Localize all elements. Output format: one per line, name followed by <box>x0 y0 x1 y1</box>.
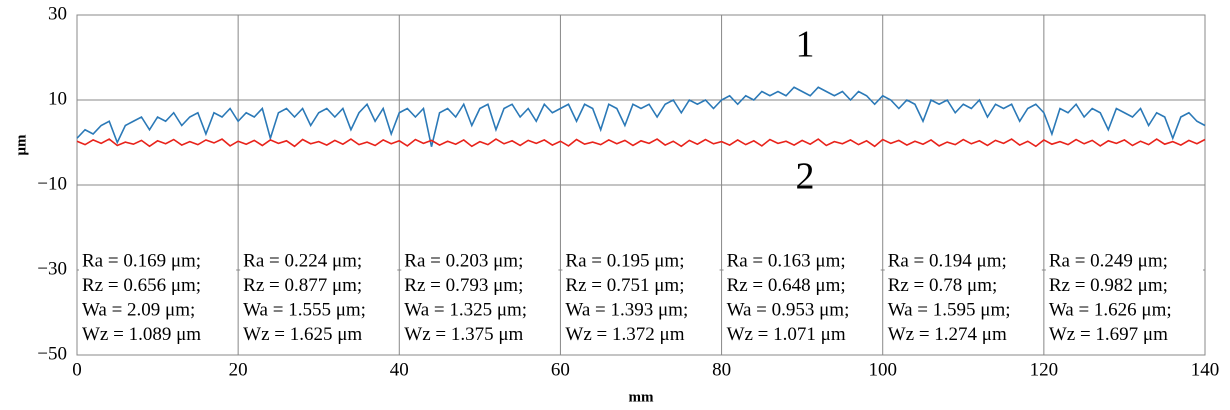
stat-text: Wa = 1.555 μm; <box>243 299 366 320</box>
stat-text: Ra = 0.195 μm; <box>565 250 684 271</box>
x-tick-label: 140 <box>1191 359 1220 380</box>
stat-text: Wz = 1.372 μm <box>565 324 684 345</box>
stats-box <box>1045 247 1203 351</box>
series-line <box>76 138 1206 148</box>
stats-box <box>723 247 881 351</box>
stat-text: Rz = 0.78 μm; <box>888 275 998 296</box>
stats-box <box>401 247 559 351</box>
stat-text: Wa = 1.595 μm; <box>888 299 1011 320</box>
y-tick-label: 10 <box>48 88 67 109</box>
stat-text: Ra = 0.169 μm; <box>82 250 201 271</box>
stat-text: Wa = 1.325 μm; <box>404 299 527 320</box>
x-tick-label: 20 <box>229 359 248 380</box>
x-tick-label: 80 <box>712 359 731 380</box>
stat-text: Ra = 0.224 μm; <box>243 250 362 271</box>
stat-text: Rz = 0.656 μm; <box>82 275 201 296</box>
y-tick-label: −10 <box>37 173 67 194</box>
stats-box <box>79 247 237 351</box>
x-tick-label: 40 <box>390 359 409 380</box>
stat-text: Wz = 1.697 μm <box>1049 324 1168 345</box>
stat-text: Ra = 0.194 μm; <box>888 250 1007 271</box>
x-tick-label: 100 <box>868 359 897 380</box>
stat-text: Wz = 1.071 μm <box>727 324 846 345</box>
y-tick-label: −30 <box>37 258 67 279</box>
y-tick-label: 30 <box>48 3 67 24</box>
stat-text: Wz = 1.375 μm <box>404 324 523 345</box>
stat-text: Wz = 1.089 μm <box>82 324 201 345</box>
stat-text: Wa = 1.626 μm; <box>1049 299 1172 320</box>
x-tick-label: 0 <box>72 359 82 380</box>
stat-text: Ra = 0.203 μm; <box>404 250 523 271</box>
series-line <box>76 86 1206 147</box>
stat-text: Rz = 0.793 μm; <box>404 275 523 296</box>
x-tick-label: 60 <box>551 359 570 380</box>
annotation: 1 <box>796 24 815 66</box>
stat-text: Ra = 0.249 μm; <box>1049 250 1168 271</box>
x-axis-title: mm <box>629 389 654 405</box>
stats-box <box>562 247 720 351</box>
stat-text: Wa = 0.953 μm; <box>727 299 850 320</box>
stat-text: Rz = 0.648 μm; <box>727 275 846 296</box>
stat-text: Rz = 0.982 μm; <box>1049 275 1168 296</box>
stat-text: Rz = 0.877 μm; <box>243 275 362 296</box>
stats-box <box>240 247 398 351</box>
stat-text: Wa = 1.393 μm; <box>565 299 688 320</box>
annotation: 2 <box>796 156 815 198</box>
y-axis-title: μm <box>13 134 29 156</box>
x-tick-label: 120 <box>1030 359 1059 380</box>
stat-text: Wz = 1.274 μm <box>888 324 1007 345</box>
stats-box <box>884 247 1042 351</box>
stat-text: Wa = 2.09 μm; <box>82 299 195 320</box>
stat-text: Wz = 1.625 μm <box>243 324 362 345</box>
stat-text: Ra = 0.163 μm; <box>727 250 846 271</box>
y-tick-label: −50 <box>37 343 67 364</box>
stat-text: Rz = 0.751 μm; <box>565 275 684 296</box>
